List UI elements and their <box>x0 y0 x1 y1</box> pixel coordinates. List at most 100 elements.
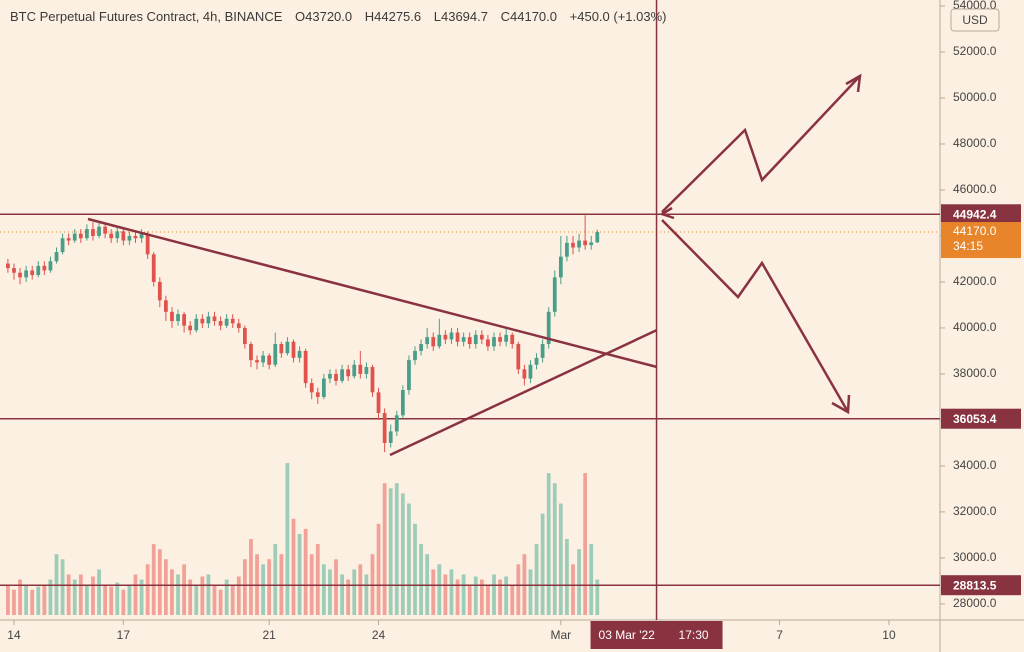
volume-bar <box>565 539 569 615</box>
candle-body <box>200 318 205 324</box>
volume-bar <box>443 574 448 615</box>
last-price-box <box>941 222 1021 259</box>
candle-body <box>54 252 59 262</box>
candle-body <box>85 229 89 239</box>
candle-body <box>273 344 278 365</box>
x-tick-label: 17 <box>117 628 131 642</box>
level-label: 44942.4 <box>953 207 997 221</box>
level-label: 36053.4 <box>953 412 997 426</box>
candle-body <box>334 373 338 381</box>
candle-body <box>48 261 53 271</box>
crosshair-date: 03 Mar '22 <box>599 628 656 642</box>
volume-bar <box>516 564 521 615</box>
volume-bar <box>382 483 387 615</box>
arrow-head <box>659 206 675 220</box>
candle-body <box>364 367 369 374</box>
candle-body <box>194 318 199 331</box>
volume-pane <box>6 463 600 615</box>
candle-body <box>589 242 594 246</box>
volume-bar <box>528 569 533 615</box>
volume-bar <box>473 576 478 615</box>
arrow-head <box>845 73 862 93</box>
legend-value: L43694.7 <box>433 9 488 24</box>
candle-body <box>12 268 16 273</box>
volume-bar <box>18 579 22 615</box>
volume-bar <box>431 569 436 615</box>
candle-body <box>285 341 290 354</box>
candle-body <box>315 392 320 397</box>
volume-bar <box>6 584 10 615</box>
candle-body <box>528 364 533 379</box>
y-tick-label: 30000.0 <box>953 550 997 564</box>
candle-body <box>145 233 150 255</box>
volume-bar <box>78 574 83 615</box>
legend-value: O43720.0 <box>295 9 353 24</box>
candle-body <box>516 344 521 370</box>
volume-bar <box>170 569 174 615</box>
candle-body <box>60 238 65 253</box>
candle-body <box>498 337 502 342</box>
legend-value: +450.0 (+1.03%) <box>569 9 667 24</box>
volume-bar <box>97 569 101 615</box>
candle-body <box>157 281 162 301</box>
candle-body <box>571 242 575 248</box>
candle-body <box>504 334 509 342</box>
volume-bar <box>534 544 539 615</box>
volume-bar <box>42 584 47 615</box>
candle-body <box>30 270 35 276</box>
candle-body <box>206 316 211 324</box>
volume-bar <box>145 564 150 615</box>
y-tick-label: 38000.0 <box>953 366 997 380</box>
trend-line <box>87 217 658 369</box>
volume-bar <box>303 528 308 615</box>
candles <box>6 215 600 453</box>
candle-body <box>461 337 466 342</box>
y-tick-label: 42000.0 <box>953 274 997 288</box>
candle-body <box>419 344 423 351</box>
volume-bar <box>48 579 53 615</box>
x-tick-label: 14 <box>7 628 21 642</box>
candle-body <box>163 300 168 312</box>
candle-body <box>236 323 241 328</box>
candle-body <box>255 360 259 363</box>
candle-body <box>394 415 399 432</box>
volume-bar <box>589 544 594 615</box>
volume-bar <box>321 564 326 615</box>
candle-body <box>583 240 588 246</box>
candle-body <box>151 254 156 282</box>
candle-body <box>78 233 83 239</box>
candle-body <box>218 321 223 326</box>
legend-value: H44275.6 <box>364 9 422 24</box>
volume-bar <box>504 576 509 615</box>
legend-value: C44170.0 <box>500 9 558 24</box>
volume-bar <box>109 586 114 615</box>
volume-bar <box>437 564 442 615</box>
chart-title: BTC Perpetual Futures Contract, 4h, BINA… <box>10 9 283 24</box>
candle-body <box>467 337 472 345</box>
candle-body <box>18 272 22 278</box>
volume-bar <box>413 523 417 615</box>
candle-body <box>479 334 484 340</box>
candle-body <box>230 318 235 324</box>
volume-bar <box>297 533 302 615</box>
candle-body <box>473 334 478 345</box>
volume-bar <box>249 539 253 615</box>
candle-body <box>212 316 217 322</box>
volume-bar <box>461 574 466 615</box>
volume-bar <box>267 559 272 615</box>
volume-bar <box>36 586 41 615</box>
candle-body <box>382 413 387 443</box>
candle-body <box>407 360 411 391</box>
candle-body <box>455 332 460 342</box>
candle-body <box>425 337 430 345</box>
volume-bar <box>103 584 108 615</box>
volume-bar <box>200 576 205 615</box>
volume-bar <box>121 589 126 615</box>
arrow-up <box>661 75 861 213</box>
candle-body <box>72 233 77 241</box>
volume-bar <box>273 544 278 615</box>
volume-bar <box>407 503 411 615</box>
candle-body <box>328 373 332 379</box>
volume-bar <box>558 503 563 615</box>
volume-bar <box>467 584 472 615</box>
